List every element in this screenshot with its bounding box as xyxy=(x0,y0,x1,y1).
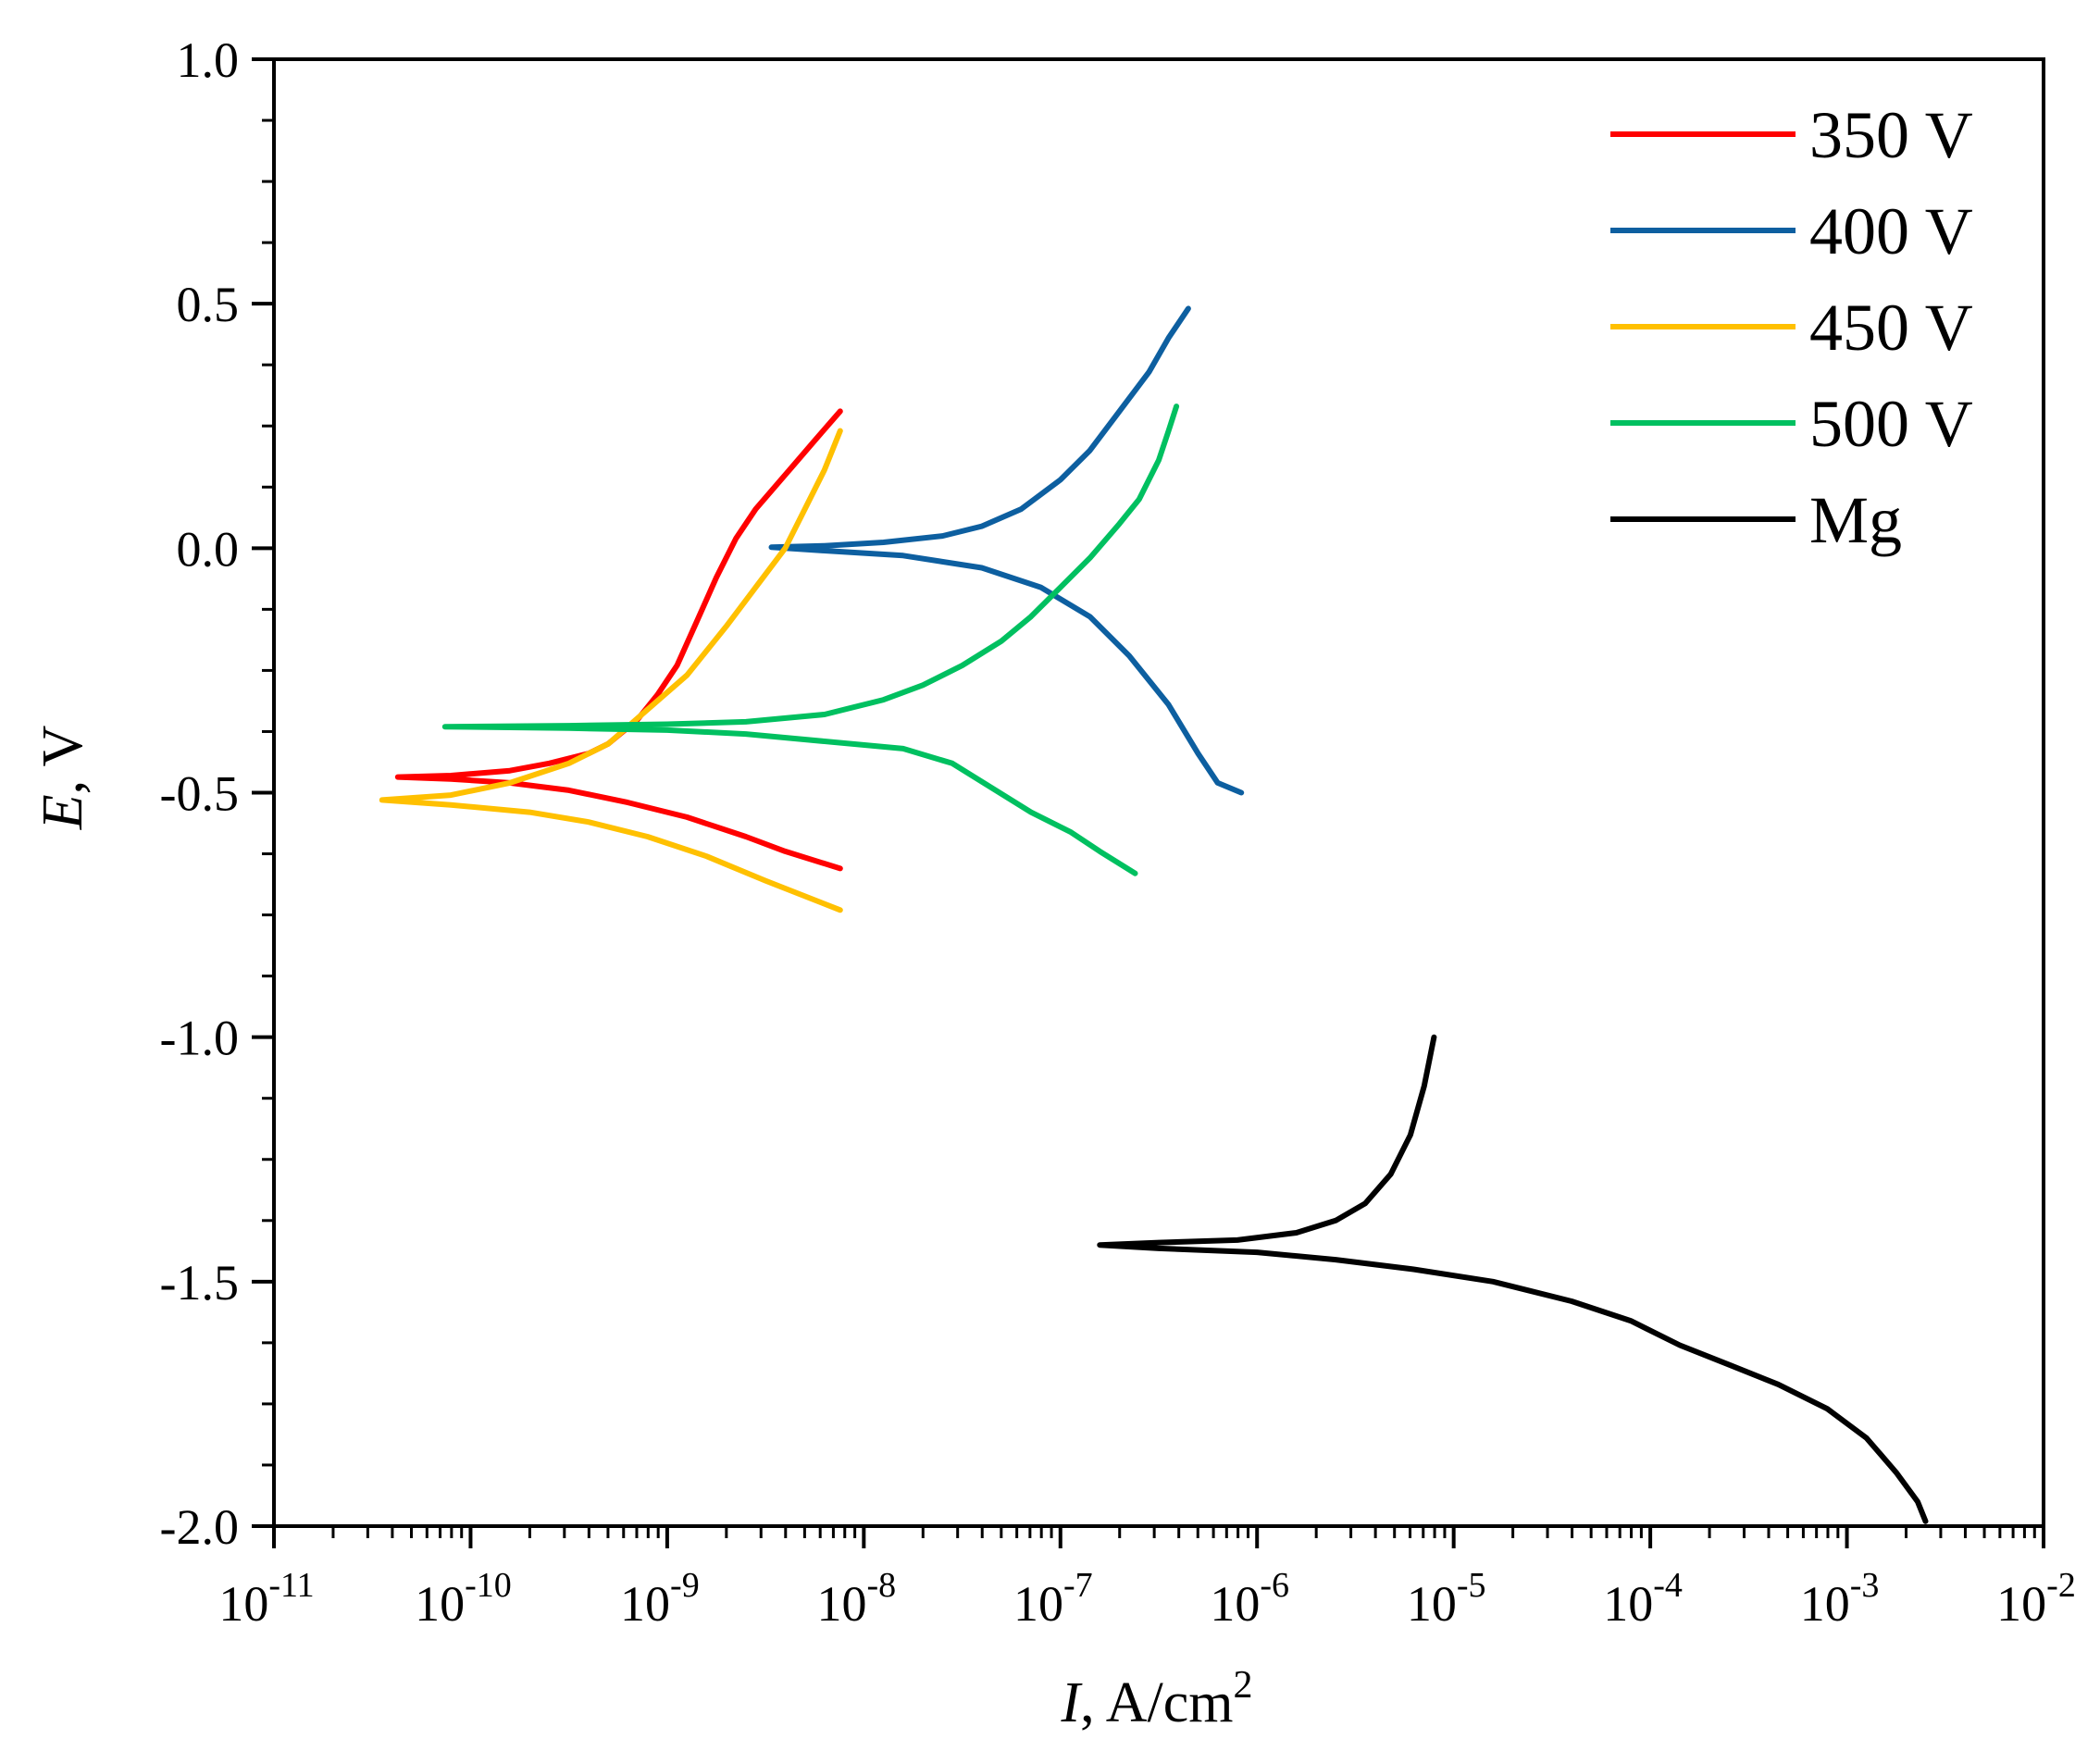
x-tick-exp: -2 xyxy=(2046,1566,2076,1605)
y-tick-label: 0.0 xyxy=(177,521,240,577)
legend: 350 V 400 V 450 V 500 V Mg xyxy=(1610,98,1973,557)
x-tick-base: 10 xyxy=(415,1576,465,1632)
legend-label: 500 V xyxy=(1809,387,1973,461)
y-tick-label: -1.0 xyxy=(160,1011,239,1066)
legend-label: Mg xyxy=(1809,483,1902,557)
x-tick-base: 10 xyxy=(1013,1576,1063,1632)
x-tick-exp: -3 xyxy=(1850,1566,1880,1605)
y-tick-label: -0.5 xyxy=(160,766,239,822)
x-axis-var: I xyxy=(1061,1671,1084,1734)
x-tick-label: 10-4 xyxy=(1603,1566,1683,1632)
x-tick-label: 10-9 xyxy=(620,1566,700,1632)
plot-lines xyxy=(379,305,1929,1524)
x-tick-exp: -7 xyxy=(1063,1566,1093,1605)
x-tick-label: 10-5 xyxy=(1407,1566,1486,1632)
y-axis-var: E xyxy=(31,794,94,830)
legend-label: 450 V xyxy=(1809,291,1973,365)
y-tick-label: -2.0 xyxy=(160,1499,239,1555)
y-axis-unit: , V xyxy=(31,726,94,795)
series-line-mg xyxy=(1097,1034,1929,1524)
x-tick-label: 10-7 xyxy=(1013,1566,1093,1632)
x-tick-exp: -8 xyxy=(867,1566,897,1605)
plot-frame xyxy=(272,57,2045,1528)
series-line-450-v xyxy=(379,428,843,913)
x-tick-base: 10 xyxy=(1996,1576,2046,1632)
y-tick-label: 0.5 xyxy=(177,277,240,332)
x-tick-base: 10 xyxy=(1603,1576,1653,1632)
x-tick-base: 10 xyxy=(620,1576,670,1632)
legend-label: 350 V xyxy=(1809,98,1973,172)
x-axis-unit-sup: 2 xyxy=(1233,1664,1252,1707)
y-tick-label: 1.0 xyxy=(177,32,240,88)
x-tick-label: 10-8 xyxy=(817,1566,897,1632)
x-tick-label: 10-3 xyxy=(1800,1566,1880,1632)
x-tick-exp: -4 xyxy=(1653,1566,1683,1605)
x-tick-exp: -5 xyxy=(1457,1566,1486,1605)
x-tick-base: 10 xyxy=(817,1576,867,1632)
y-axis: 1.0 0.5 0.0 -0.5 -1.0 -1.5 -2.0 xyxy=(160,32,274,1555)
x-tick-exp: -9 xyxy=(670,1566,700,1605)
x-axis: 10-11 10-10 10-9 10-8 10-7 10-6 10-5 10-4 10-3 10… xyxy=(218,1526,2076,1632)
x-tick-exp: -10 xyxy=(465,1566,512,1605)
legend-label: 400 V xyxy=(1809,194,1973,268)
y-tick-label: -1.5 xyxy=(160,1255,239,1310)
x-axis-unit: , A/cm xyxy=(1080,1671,1233,1734)
x-tick-base: 10 xyxy=(1210,1576,1260,1632)
x-tick-exp: -11 xyxy=(268,1566,314,1605)
x-tick-label: 10-6 xyxy=(1210,1566,1289,1632)
x-tick-label: 10-10 xyxy=(415,1566,512,1632)
x-tick-label: 10-2 xyxy=(1996,1566,2076,1632)
x-tick-exp: -6 xyxy=(1260,1566,1289,1605)
x-tick-base: 10 xyxy=(218,1576,268,1632)
series-line-500-v xyxy=(441,404,1180,876)
x-tick-label: 10-11 xyxy=(218,1566,314,1632)
series-line-350-v xyxy=(394,408,843,872)
x-axis-title: I, A/cm2 xyxy=(1061,1664,1253,1734)
x-tick-base: 10 xyxy=(1407,1576,1457,1632)
series-line-400-v xyxy=(768,305,1245,796)
x-tick-base: 10 xyxy=(1800,1576,1850,1632)
y-axis-title: E, V xyxy=(31,726,94,831)
